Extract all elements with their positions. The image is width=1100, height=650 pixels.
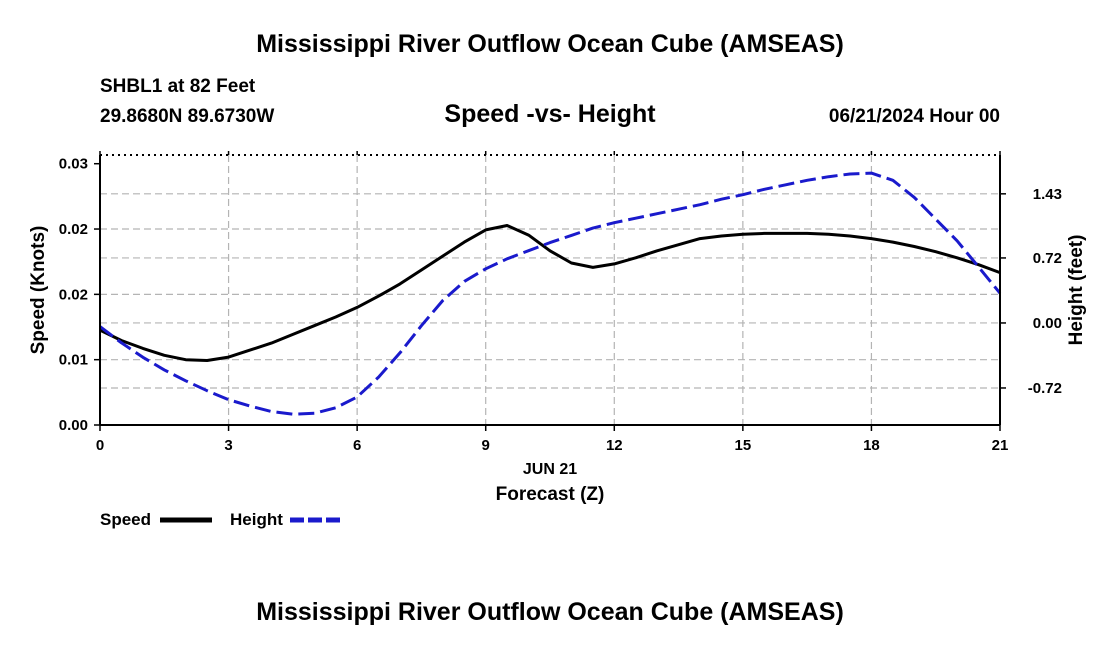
x-tick-label: 18 xyxy=(863,437,880,454)
chart-subtitle: Speed -vs- Height xyxy=(0,100,1100,129)
x-tick-label: 21 xyxy=(992,437,1009,454)
y-right-tick-label: -0.72 xyxy=(1028,380,1062,397)
coordinates-label: 29.8680N 89.6730W xyxy=(100,106,275,127)
y-left-tick-label: 0.00 xyxy=(59,417,88,434)
left-axis-label: Speed (Knots) xyxy=(28,226,49,355)
grid-layer xyxy=(100,155,1000,425)
y-right-tick-label: 1.43 xyxy=(1033,186,1062,203)
legend-speed-label: Speed xyxy=(100,510,151,529)
station-label: SHBL1 at 82 Feet xyxy=(100,76,256,97)
x-tick-label: 6 xyxy=(353,437,361,454)
y-left-tick-label: 0.02 xyxy=(59,221,88,238)
footer-title: Mississippi River Outflow Ocean Cube (AM… xyxy=(256,598,844,626)
y-left-tick-label: 0.01 xyxy=(59,352,88,369)
x-tick-label: 12 xyxy=(606,437,623,454)
x-tick-label: 9 xyxy=(482,437,490,454)
legend: Speed Height xyxy=(100,510,342,529)
y-left-tick-label: 0.03 xyxy=(59,156,88,173)
right-axis-label: Height (feet) xyxy=(1066,235,1087,346)
y-left-tick-label: 0.02 xyxy=(59,286,88,303)
speed-series-line xyxy=(99,224,1001,362)
axis-layer: 0 3 6 9 12 15 18 21 0.00 0.01 0.02 0.02 0.03 -0.72 0.0… xyxy=(59,151,1062,454)
height-series-line xyxy=(99,171,1002,416)
chart-subtitle-text: Speed -vs- Height xyxy=(444,100,656,128)
y-right-tick-label: 0.72 xyxy=(1033,250,1062,267)
x-tick-label: 3 xyxy=(224,437,232,454)
y-right-tick-label: 0.00 xyxy=(1033,315,1062,332)
main-title: Mississippi River Outflow Ocean Cube (AM… xyxy=(256,30,844,58)
x-axis-label: Forecast (Z) xyxy=(496,484,605,505)
forecast-datetime: 06/21/2024 Hour 00 xyxy=(828,106,1000,127)
legend-height-label: Height xyxy=(230,510,283,529)
series-layer xyxy=(99,171,1002,416)
x-tick-label: 0 xyxy=(96,437,104,454)
x-axis-date-label: JUN 21 xyxy=(523,461,577,478)
x-tick-label: 15 xyxy=(735,437,752,454)
